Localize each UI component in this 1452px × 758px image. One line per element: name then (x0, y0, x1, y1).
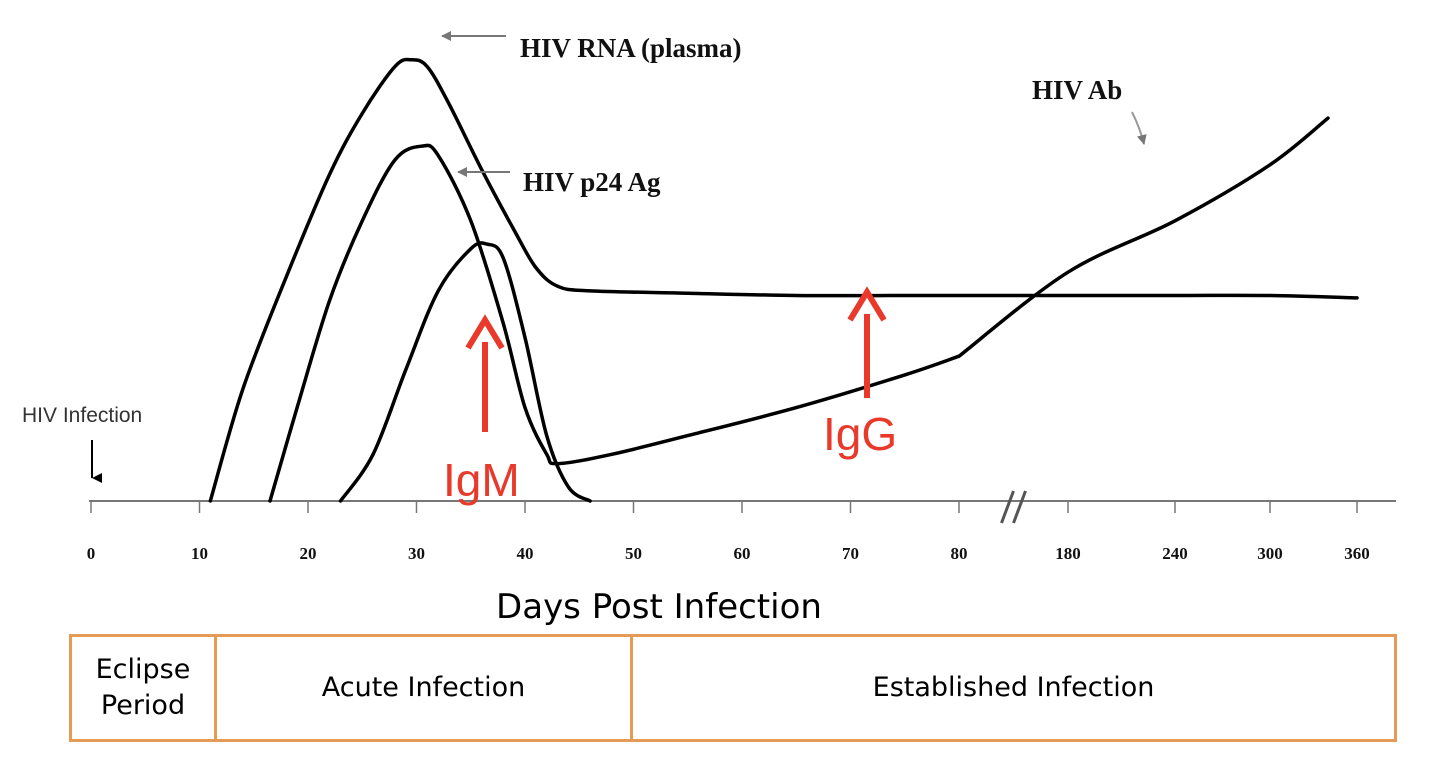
phase-eclipse-period: Eclipse Period (72, 637, 217, 739)
x-axis-title: Days Post Infection (496, 587, 822, 627)
series-line-hiv-rna-plasma (208, 57, 1359, 503)
x-tick-label-50: 50 (625, 544, 642, 563)
phase-eclipse-line2: Period (100, 690, 186, 721)
curves (208, 57, 1359, 503)
phase-acute-infection: Acute Infection (217, 637, 633, 739)
phase-table: Eclipse Period Acute Infection Establish… (69, 634, 1397, 742)
x-tick-label-0: 0 (87, 544, 96, 563)
series-line-hiv-ab (957, 116, 1330, 358)
x-tick-label-60: 60 (734, 544, 751, 563)
series-line-igm (338, 241, 592, 503)
label-hiv-p24: HIV p24 Ag (523, 167, 661, 197)
label-hiv-rna: HIV RNA (plasma) (520, 33, 742, 63)
label-hiv-ab: HIV Ab (1032, 75, 1122, 105)
label-hiv-infection: HIV Infection (22, 404, 142, 427)
x-tick-label-30: 30 (408, 544, 425, 563)
x-tick-label-300: 300 (1257, 544, 1283, 563)
x-axis: 0 10 20 30 40 50 60 70 80 180 240 300 360 (87, 490, 1396, 563)
chart: 0 10 20 30 40 50 60 70 80 180 240 300 360 HIV RNA (p… (22, 31, 1396, 627)
x-tick-label-240: 240 (1162, 544, 1188, 563)
phase-established-infection: Established Infection (872, 671, 1155, 703)
x-tick-label-180: 180 (1055, 544, 1081, 563)
x-tick-label-40: 40 (517, 544, 534, 563)
x-tick-label-80: 80 (951, 544, 968, 563)
axis-break-mark-2 (1012, 490, 1027, 524)
x-tick-label-10: 10 (191, 544, 208, 563)
igm-arrow (465, 314, 505, 432)
label-igg: IgG (823, 408, 897, 460)
igg-arrow (847, 286, 887, 398)
label-igm: IgM (443, 454, 520, 506)
x-tick-label-20: 20 (300, 544, 317, 563)
x-tick-label-70: 70 (842, 544, 859, 563)
series-line-hiv-p24-ag (268, 143, 961, 503)
x-tick-label-360: 360 (1344, 544, 1370, 563)
arrow-hiv-ab (1131, 111, 1147, 145)
axis-break-mark-1 (1000, 490, 1015, 524)
phase-eclipse-line1: Eclipse (95, 653, 191, 685)
